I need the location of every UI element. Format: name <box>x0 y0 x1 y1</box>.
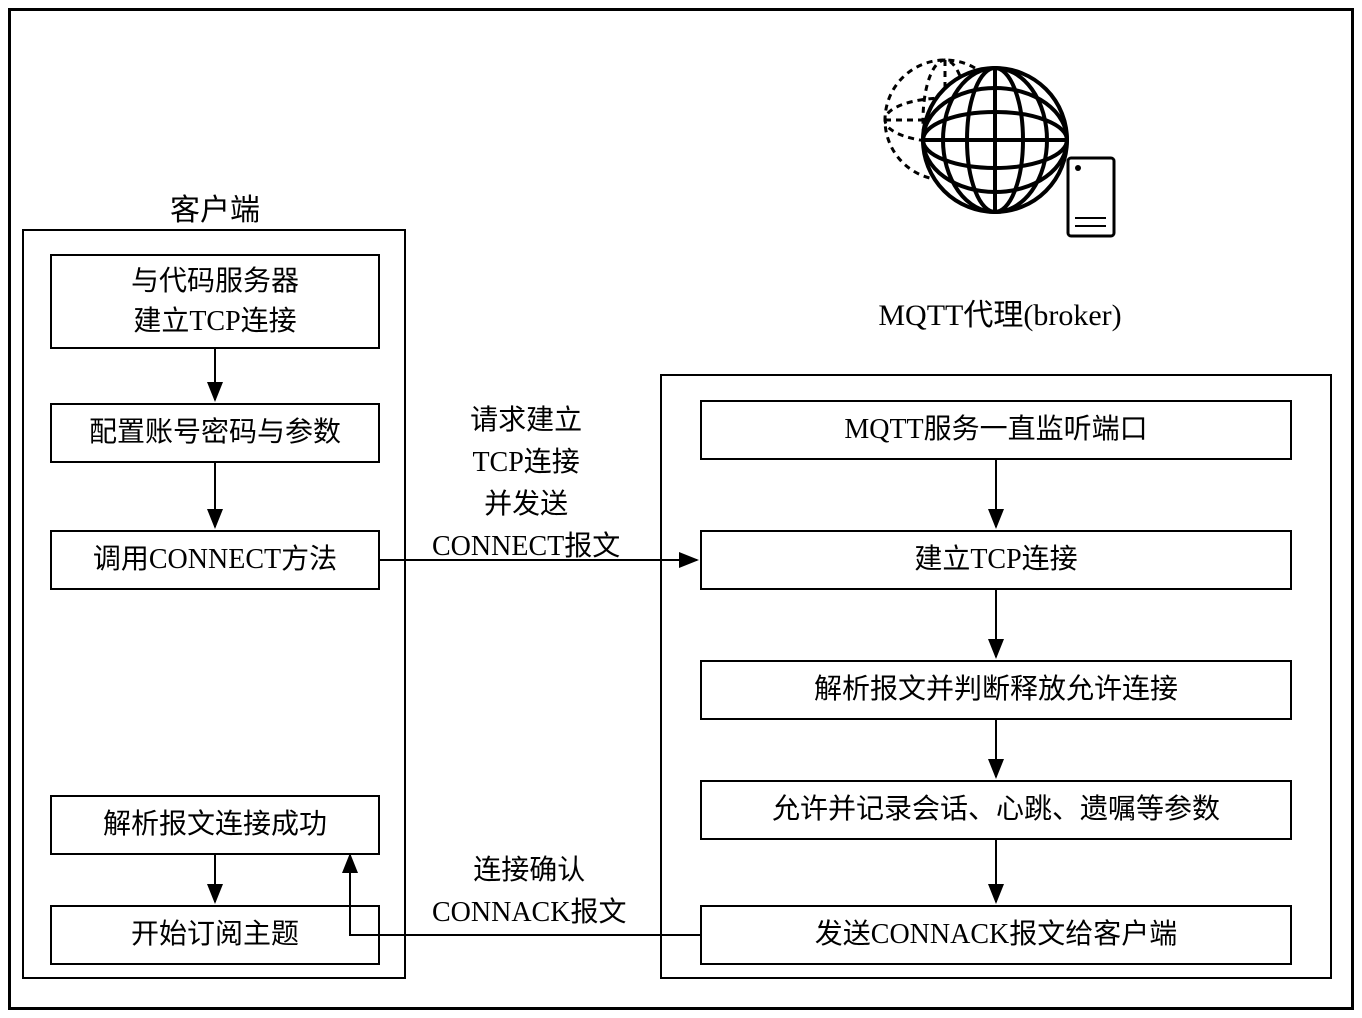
broker-step-3-label: 解析报文并判断释放允许连接 <box>814 670 1178 709</box>
broker-step-3: 解析报文并判断释放允许连接 <box>700 660 1292 720</box>
broker-title: MQTT代理(broker) <box>830 290 1170 334</box>
broker-step-4-label: 允许并记录会话、心跳、遗嘱等参数 <box>772 790 1220 829</box>
client-step-2: 配置账号密码与参数 <box>50 403 380 463</box>
broker-step-1-label: MQTT服务一直监听端口 <box>844 410 1147 449</box>
client-step-1: 与代码服务器建立TCP连接 <box>50 254 380 349</box>
broker-step-2: 建立TCP连接 <box>700 530 1292 590</box>
client-step-5-label: 开始订阅主题 <box>131 915 299 954</box>
client-step-4: 解析报文连接成功 <box>50 795 380 855</box>
client-title: 客户端 <box>150 185 280 229</box>
broker-step-4: 允许并记录会话、心跳、遗嘱等参数 <box>700 780 1292 840</box>
client-step-3-label: 调用CONNECT方法 <box>93 540 337 579</box>
broker-icon <box>870 30 1130 260</box>
edge-label-connect: 请求建立TCP连接并发送CONNECT报文 <box>432 400 620 568</box>
client-step-2-label: 配置账号密码与参数 <box>89 413 341 452</box>
broker-step-2-label: 建立TCP连接 <box>914 540 1077 579</box>
client-step-4-label: 解析报文连接成功 <box>103 805 327 844</box>
client-step-5: 开始订阅主题 <box>50 905 380 965</box>
broker-step-5-label: 发送CONNACK报文给客户端 <box>815 915 1177 954</box>
edge-label-connack: 连接确认CONNACK报文 <box>432 850 626 934</box>
client-step-3: 调用CONNECT方法 <box>50 530 380 590</box>
broker-step-5: 发送CONNACK报文给客户端 <box>700 905 1292 965</box>
client-step-1-label: 与代码服务器建立TCP连接 <box>131 262 299 340</box>
broker-step-1: MQTT服务一直监听端口 <box>700 400 1292 460</box>
